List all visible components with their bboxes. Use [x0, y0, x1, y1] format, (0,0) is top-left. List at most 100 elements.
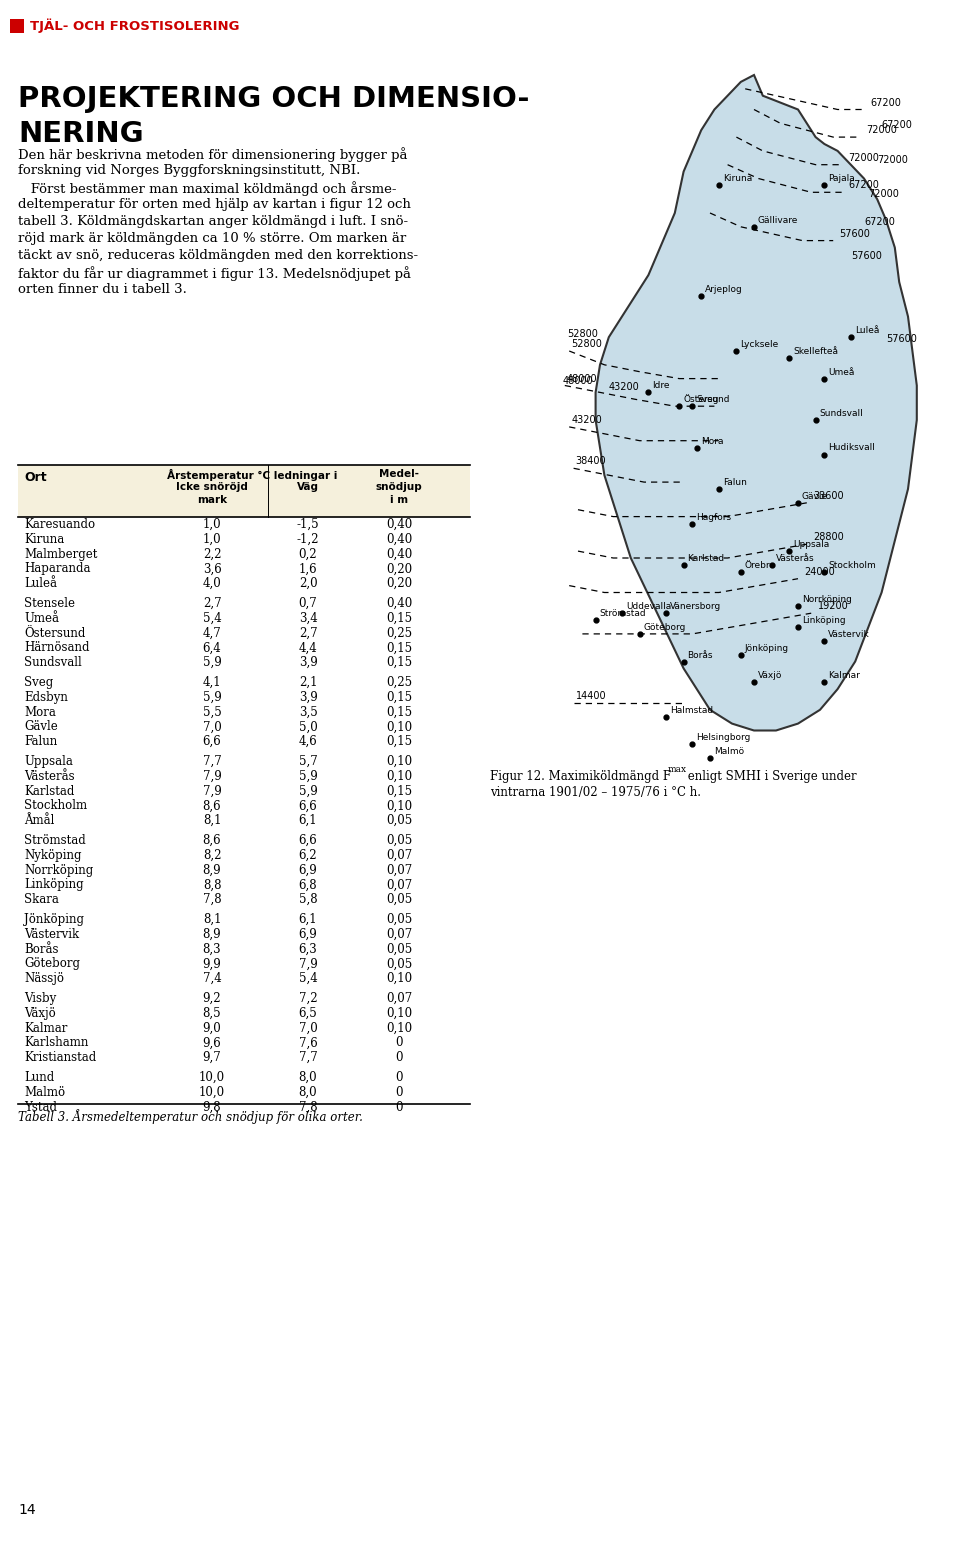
- Text: Karesuando: Karesuando: [24, 518, 95, 531]
- Text: Hagfors: Hagfors: [696, 513, 732, 522]
- Text: Västervik: Västervik: [24, 929, 79, 941]
- Text: 0,15: 0,15: [386, 785, 412, 797]
- Text: Skellefteå: Skellefteå: [793, 348, 838, 355]
- Text: 3,6: 3,6: [203, 562, 222, 575]
- Text: PROJEKTERING OCH DIMENSIO-: PROJEKTERING OCH DIMENSIO-: [18, 85, 530, 113]
- Text: Linköping: Linköping: [24, 879, 84, 891]
- Text: 72000: 72000: [869, 188, 900, 199]
- Text: 8,3: 8,3: [203, 942, 222, 956]
- Text: Uppsala: Uppsala: [793, 541, 829, 548]
- Text: Skara: Skara: [24, 893, 59, 907]
- Text: Sveg: Sveg: [24, 677, 53, 689]
- Text: Halmstad: Halmstad: [670, 706, 713, 715]
- Text: 67200: 67200: [881, 121, 912, 130]
- Text: 8,6: 8,6: [203, 799, 222, 813]
- Text: Härnösand: Härnösand: [24, 641, 89, 655]
- Text: 72000: 72000: [849, 153, 879, 162]
- Text: Västervik: Västervik: [828, 630, 870, 638]
- Text: 6,9: 6,9: [299, 929, 318, 941]
- Text: 57600: 57600: [886, 334, 917, 345]
- Text: Linköping: Linköping: [802, 616, 846, 626]
- Text: Kiruna: Kiruna: [723, 175, 752, 184]
- Text: Malmö: Malmö: [714, 748, 744, 756]
- Text: Gävle: Gävle: [24, 720, 58, 734]
- Text: vintrarna 1901/02 – 1975/76 i °C h.: vintrarna 1901/02 – 1975/76 i °C h.: [490, 786, 701, 799]
- Text: 28800: 28800: [813, 531, 844, 542]
- Text: 5,0: 5,0: [299, 720, 318, 734]
- Text: Nyköping: Nyköping: [24, 848, 82, 862]
- Text: 24000: 24000: [804, 567, 835, 576]
- Text: 43200: 43200: [609, 383, 639, 392]
- Text: 0,25: 0,25: [386, 677, 412, 689]
- Text: 5,7: 5,7: [299, 756, 318, 768]
- Text: -1,5: -1,5: [297, 518, 320, 531]
- Text: 7,6: 7,6: [299, 1037, 318, 1049]
- Text: Ystad: Ystad: [24, 1100, 57, 1114]
- Text: 33600: 33600: [813, 491, 844, 501]
- Text: 6,9: 6,9: [299, 864, 318, 876]
- Text: 8,1: 8,1: [203, 913, 221, 925]
- Text: 48000: 48000: [563, 375, 593, 386]
- Text: Gällivare: Gällivare: [758, 216, 799, 226]
- Text: 0,25: 0,25: [386, 627, 412, 640]
- Text: 2,2: 2,2: [203, 547, 221, 561]
- Text: 6,2: 6,2: [299, 848, 318, 862]
- Text: 7,7: 7,7: [299, 1051, 318, 1065]
- Text: Uddevalla: Uddevalla: [626, 603, 671, 612]
- Text: 6,5: 6,5: [299, 1007, 318, 1020]
- Text: Växjö: Växjö: [24, 1007, 56, 1020]
- Text: Kristianstad: Kristianstad: [24, 1051, 96, 1065]
- Text: 5,9: 5,9: [299, 785, 318, 797]
- Text: Sundsvall: Sundsvall: [24, 657, 82, 669]
- Text: Pajala: Pajala: [828, 175, 855, 184]
- Text: 7,9: 7,9: [203, 785, 222, 797]
- Text: Strömstad: Strömstad: [24, 834, 85, 847]
- Text: Väg: Väg: [297, 482, 319, 491]
- Text: Åmål: Åmål: [24, 814, 55, 827]
- Text: 6,1: 6,1: [299, 913, 318, 925]
- Text: 3,9: 3,9: [299, 691, 318, 705]
- Text: 6,3: 6,3: [299, 942, 318, 956]
- Text: Östersund: Östersund: [24, 627, 85, 640]
- Text: 0,15: 0,15: [386, 706, 412, 718]
- Text: 52800: 52800: [567, 329, 598, 338]
- Text: 9,9: 9,9: [203, 958, 222, 970]
- Text: Kalmar: Kalmar: [828, 671, 860, 680]
- Text: Lycksele: Lycksele: [740, 340, 779, 349]
- Text: 0,05: 0,05: [386, 913, 412, 925]
- Text: deltemperatur för orten med hjälp av kartan i figur 12 och: deltemperatur för orten med hjälp av kar…: [18, 198, 411, 212]
- Text: i m: i m: [390, 494, 408, 505]
- Text: 9,0: 9,0: [203, 1021, 222, 1035]
- Text: Nässjö: Nässjö: [24, 972, 64, 986]
- Text: 0,15: 0,15: [386, 641, 412, 655]
- Text: Haparanda: Haparanda: [24, 562, 90, 575]
- Text: max: max: [668, 765, 687, 774]
- Text: 6,6: 6,6: [299, 799, 318, 813]
- Text: 2,1: 2,1: [299, 677, 317, 689]
- Text: 0,40: 0,40: [386, 596, 412, 610]
- Text: 48000: 48000: [566, 374, 597, 383]
- Text: Västerås: Västerås: [776, 555, 814, 562]
- Text: Sveg: Sveg: [696, 396, 719, 405]
- Text: 0,10: 0,10: [386, 720, 412, 734]
- Text: 4,0: 4,0: [203, 578, 222, 590]
- Text: Umeå: Umeå: [828, 368, 854, 377]
- Text: 0,40: 0,40: [386, 547, 412, 561]
- Text: täckt av snö, reduceras köldmängden med den korrektions-: täckt av snö, reduceras köldmängden med …: [18, 249, 419, 263]
- Text: 0,07: 0,07: [386, 864, 412, 876]
- Text: Malmö: Malmö: [24, 1086, 65, 1098]
- Text: 7,2: 7,2: [299, 992, 318, 1004]
- Text: 7,8: 7,8: [299, 1100, 318, 1114]
- Text: Göteborg: Göteborg: [24, 958, 80, 970]
- Text: 72000: 72000: [866, 125, 897, 134]
- Text: 2,0: 2,0: [299, 578, 318, 590]
- Text: 1,0: 1,0: [203, 518, 222, 531]
- Text: 5,4: 5,4: [299, 972, 318, 986]
- Text: Örebro: Örebro: [745, 561, 776, 570]
- Text: 38400: 38400: [576, 456, 606, 467]
- Text: Falun: Falun: [24, 735, 58, 748]
- Text: Strömstad: Strömstad: [600, 609, 646, 618]
- Text: Edsbyn: Edsbyn: [24, 691, 68, 705]
- Text: 67200: 67200: [871, 97, 901, 108]
- Text: 5,4: 5,4: [203, 612, 222, 624]
